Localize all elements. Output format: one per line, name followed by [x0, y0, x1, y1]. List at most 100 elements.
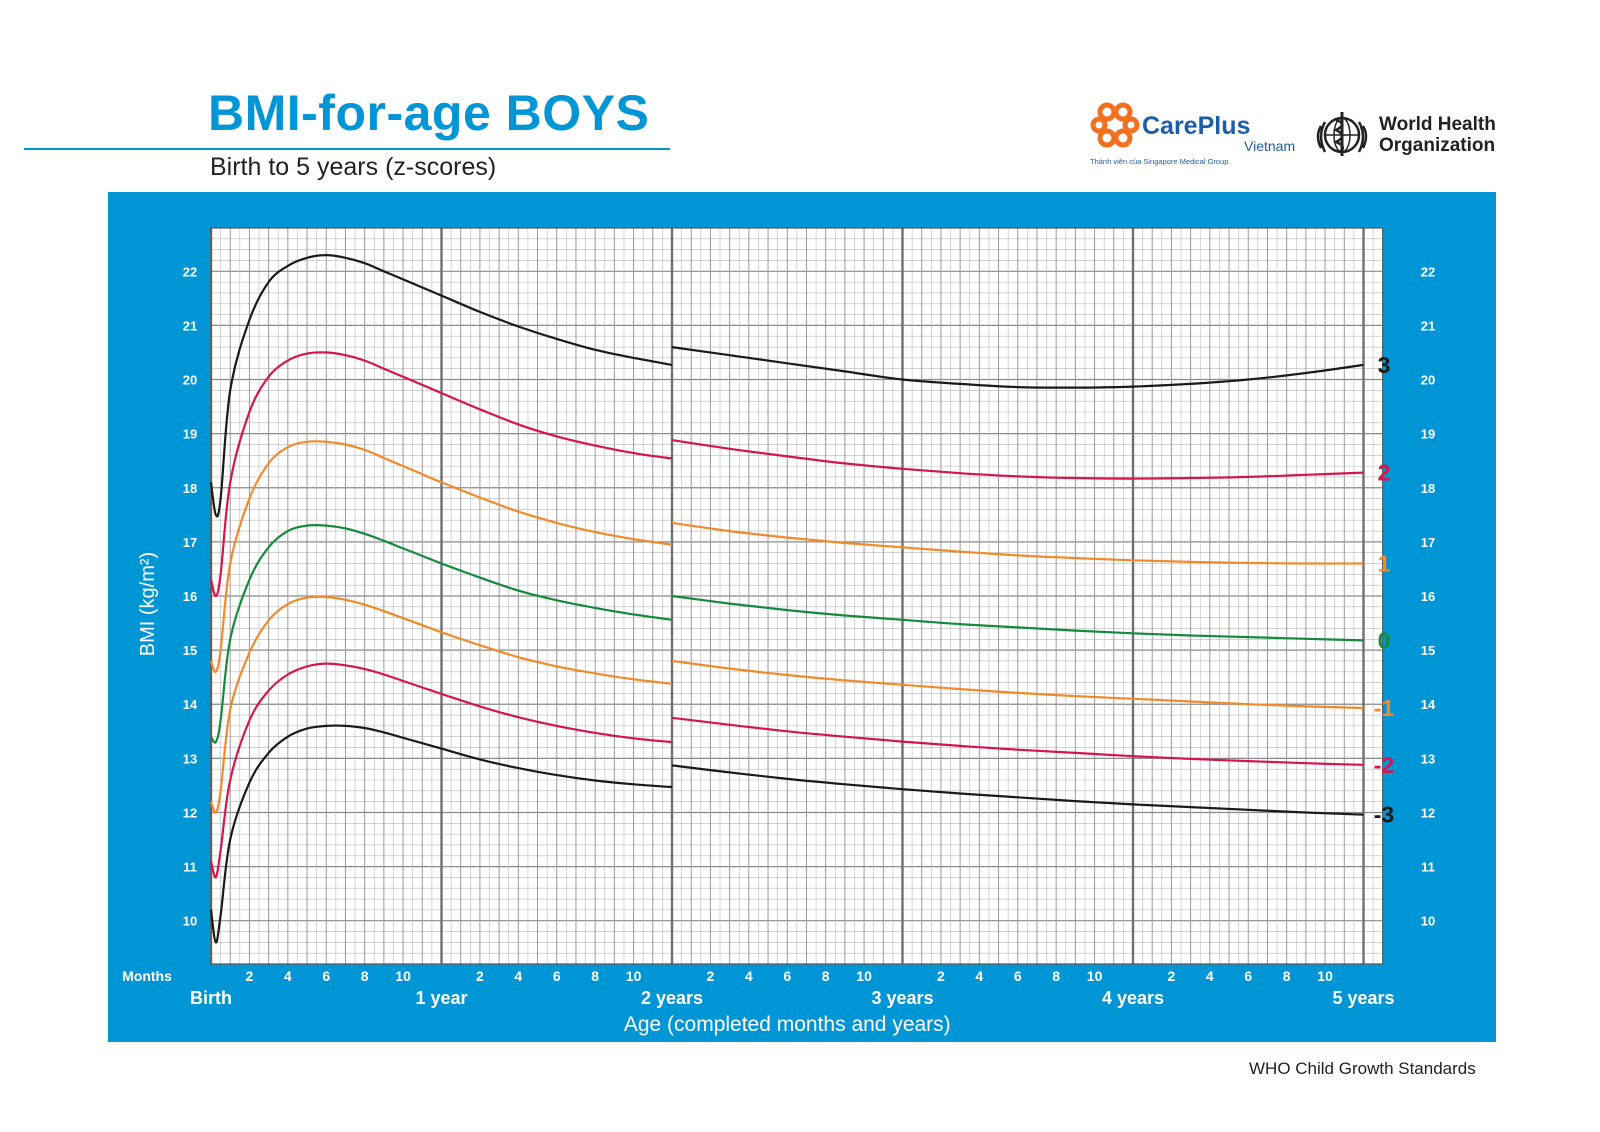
curve-zminus2-2y-5y	[671, 716, 1364, 766]
y-tick-label-right: 19	[1421, 427, 1435, 442]
curve-label: 2	[1378, 460, 1391, 486]
x-month-tick-label: 10	[856, 968, 872, 984]
x-month-tick-label: 6	[783, 968, 791, 984]
curve-z0-birth-2y	[210, 523, 673, 744]
y-tick-label-left: 19	[183, 427, 197, 442]
y-tick-label-right: 16	[1421, 589, 1435, 604]
careplus-name: CarePlus	[1142, 112, 1251, 140]
y-tick-label-left: 18	[183, 481, 197, 496]
x-year-label: Birth	[190, 988, 232, 1008]
curve-z3-birth-2y	[209, 253, 673, 518]
y-tick-label-left: 21	[183, 318, 197, 333]
curve-label: -3	[1374, 802, 1394, 828]
curve-z2-2y-5y	[671, 439, 1364, 480]
careplus-sub: Vietnam	[1244, 138, 1296, 154]
x-axis-title: Age (completed months and years)	[624, 1013, 951, 1036]
x-month-tick-label: 6	[322, 968, 330, 984]
x-year-label: 2 years	[641, 988, 703, 1008]
x-month-tick-label: 10	[1317, 968, 1333, 984]
y-tick-label-left: 22	[183, 264, 197, 279]
careplus-tagline: Thành viên của Singapore Medical Group	[1090, 157, 1229, 166]
curve-z1-birth-2y	[209, 440, 673, 674]
source-footer: WHO Child Growth Standards	[1249, 1059, 1476, 1078]
x-month-tick-label: 8	[1283, 968, 1291, 984]
y-tick-label-left: 15	[183, 643, 197, 658]
y-tick-label-right: 14	[1421, 697, 1436, 712]
curve-zminus3-birth-2y	[209, 724, 673, 944]
x-month-tick-label: 4	[975, 968, 983, 984]
curve-label: 3	[1378, 352, 1391, 378]
y-axis-title: BMI (kg/m²)	[137, 552, 159, 656]
curve-z1-2y-5y	[671, 521, 1364, 565]
x-month-tick-label: 8	[361, 968, 369, 984]
curve-zminus1-birth-2y	[209, 595, 673, 814]
x-month-tick-label: 2	[246, 968, 254, 984]
y-tick-label-left: 11	[183, 860, 197, 875]
x-month-tick-label: 8	[822, 968, 830, 984]
curve-label: -2	[1374, 752, 1394, 778]
x-month-tick-label: 6	[1244, 968, 1252, 984]
curve-z0-2y-5y	[671, 594, 1364, 642]
x-month-tick-label: 2	[937, 968, 945, 984]
x-month-tick-label: 4	[514, 968, 522, 984]
x-year-label: 5 years	[1332, 988, 1394, 1008]
y-tick-label-right: 17	[1421, 535, 1435, 550]
plot-border	[210, 227, 1384, 965]
title-divider	[24, 148, 670, 150]
x-year-label: 1 year	[415, 988, 467, 1008]
x-unit-label: Months	[122, 968, 172, 984]
y-tick-label-left: 20	[183, 373, 197, 388]
x-month-tick-label: 10	[395, 968, 411, 984]
y-tick-label-left: 17	[183, 535, 197, 550]
y-tick-label-right: 11	[1421, 860, 1435, 875]
who-line1: World Health	[1379, 114, 1496, 135]
y-tick-label-left: 13	[183, 751, 197, 766]
x-month-tick-label: 10	[1087, 968, 1103, 984]
curve-zminus1-2y-5y	[671, 659, 1364, 710]
y-tick-label-left: 16	[183, 589, 197, 604]
curve-z3-2y-5y	[671, 346, 1364, 389]
y-tick-label-right: 15	[1421, 643, 1435, 658]
y-tick-label-right: 10	[1421, 914, 1435, 929]
y-tick-label-left: 12	[183, 805, 197, 820]
y-tick-label-right: 21	[1421, 318, 1435, 333]
page-title: BMI-for-age BOYS	[208, 85, 650, 141]
careplus-logo: CarePlus Vietnam Thành viên của Singapor…	[1090, 100, 1295, 170]
x-month-tick-label: 4	[284, 968, 292, 984]
x-month-tick-label: 4	[745, 968, 753, 984]
who-name: World Health Organization	[1379, 114, 1496, 156]
x-year-label: 3 years	[871, 988, 933, 1008]
y-tick-label-left: 10	[183, 914, 197, 929]
curve-zminus3-2y-5y	[671, 764, 1364, 816]
who-line2: Organization	[1379, 135, 1496, 156]
curve-label: 0	[1378, 627, 1391, 653]
y-tick-label-right: 13	[1421, 751, 1435, 766]
x-month-tick-label: 2	[1168, 968, 1176, 984]
x-axis-labels: Months 2 4 6 8 10 2 4 6 8 10 2 4 6 8 10 2 4 6 8 10 2 4 6 8 10 Birt…	[122, 968, 1394, 1036]
grid-lines	[209, 227, 1384, 965]
x-year-label: 4 years	[1102, 988, 1164, 1008]
y-tick-label-right: 22	[1421, 264, 1435, 279]
x-month-tick-label: 10	[626, 968, 642, 984]
curve-label: 1	[1378, 551, 1391, 577]
who-emblem-icon	[1316, 112, 1368, 156]
careplus-cross-icon	[1090, 102, 1140, 148]
x-month-tick-label: 4	[1206, 968, 1214, 984]
x-month-tick-label: 8	[591, 968, 599, 984]
x-month-tick-label: 6	[553, 968, 561, 984]
curve-label: -1	[1374, 695, 1395, 721]
curve-z2-birth-2y	[209, 351, 673, 598]
x-month-tick-label: 8	[1052, 968, 1060, 984]
x-month-tick-label: 2	[476, 968, 484, 984]
y-tick-label-right: 18	[1421, 481, 1435, 496]
curves: 3 2 1 0 -1 -2 -3	[209, 253, 1395, 944]
y-tick-label-right: 12	[1421, 805, 1435, 820]
who-logo: World Health Organization	[1311, 106, 1501, 166]
page-subtitle: Birth to 5 years (z-scores)	[210, 153, 497, 181]
x-month-tick-label: 2	[707, 968, 715, 984]
y-tick-label-left: 14	[183, 697, 198, 712]
curve-zminus2-birth-2y	[209, 662, 673, 879]
y-tick-label-right: 20	[1421, 373, 1435, 388]
